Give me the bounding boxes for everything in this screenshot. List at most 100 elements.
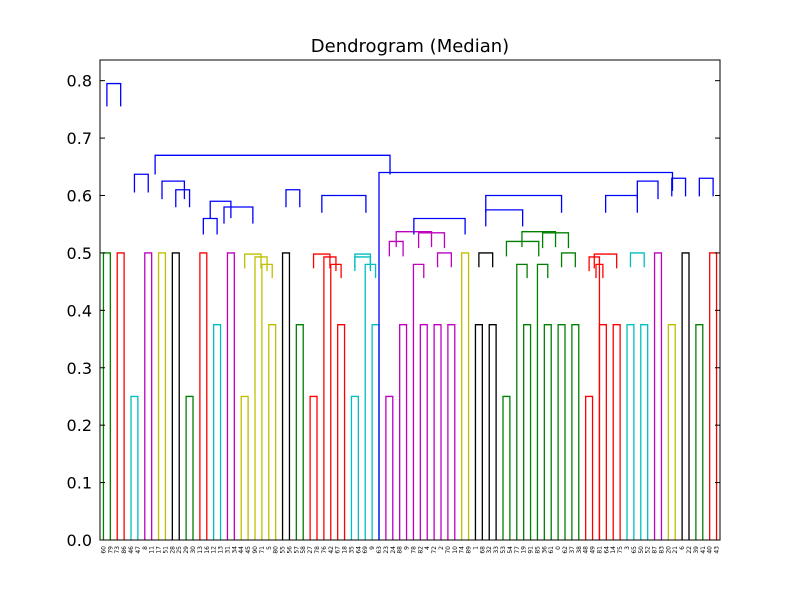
- dendrogram-link: [323, 256, 337, 540]
- leaf-label: 40: [707, 546, 714, 554]
- leaf-label: 14: [610, 546, 617, 554]
- leaf-label: 29: [183, 546, 190, 554]
- dendrogram-link: [154, 154, 391, 175]
- leaf-label: 10: [452, 546, 459, 554]
- dendrogram-link: [295, 324, 304, 540]
- dendrogram-link: [102, 252, 111, 540]
- dendrogram-link: [321, 194, 367, 213]
- leaf-label: 31: [224, 546, 231, 554]
- dendrogram-link: [254, 256, 268, 540]
- dendrogram-link: [364, 263, 377, 540]
- leaf-label: 12: [211, 546, 218, 554]
- dendrogram-link: [223, 206, 254, 224]
- leaf-label: 78: [314, 546, 321, 554]
- dendrogram-link: [281, 252, 291, 540]
- y-tick-label: 0.7: [67, 129, 92, 148]
- dendrogram-link: [488, 324, 497, 540]
- dendrogram-link: [354, 253, 372, 269]
- leaf-label: 17: [156, 546, 163, 554]
- leaf-label: 13: [218, 546, 225, 554]
- leaf-label: 67: [335, 546, 342, 554]
- y-tick-label: 0.8: [67, 72, 92, 91]
- leaf-label: 23: [383, 546, 390, 554]
- leaf-label: 79: [107, 546, 114, 554]
- dendrogram-link: [698, 177, 714, 197]
- leaf-label: 72: [431, 546, 438, 554]
- leaf-label: 86: [121, 546, 128, 554]
- chart-title: Dendrogram (Median): [311, 36, 509, 57]
- leaf-label: 4: [424, 546, 431, 550]
- dendrogram-link: [612, 324, 621, 540]
- leaf-label: 39: [693, 546, 700, 554]
- dendrogram-link: [399, 324, 408, 540]
- leaf-label: 18: [342, 546, 349, 554]
- dendrogram-link: [502, 395, 511, 540]
- dendrogram-link: [629, 252, 645, 268]
- dendrogram-link: [636, 180, 659, 200]
- y-tick-label: 0.2: [67, 416, 92, 435]
- leaf-label: 88: [397, 546, 404, 554]
- leaf-label: 56: [286, 546, 293, 554]
- leaf-label: 57: [293, 546, 300, 554]
- leaf-label: 64: [355, 546, 362, 554]
- dendrogram-link: [350, 395, 359, 540]
- plot-frame: [99, 59, 721, 541]
- dendrogram-link: [557, 324, 566, 540]
- dendrogram-link: [593, 253, 618, 269]
- dendrogram-link: [175, 189, 191, 208]
- leaf-label: 70: [445, 546, 452, 554]
- dendrogram-links: [102, 82, 718, 540]
- y-tick-label: 0.5: [67, 244, 92, 263]
- leaf-label: 89: [466, 546, 473, 554]
- dendrogram-link: [412, 263, 425, 540]
- dendrogram-link: [185, 395, 194, 540]
- leaf-label: 81: [596, 546, 603, 554]
- dendrogram-link: [571, 324, 580, 540]
- dendrogram-link: [626, 324, 635, 540]
- dendrogram-link: [598, 324, 607, 540]
- dendrogram-link: [585, 395, 594, 540]
- dendrogram-link: [447, 324, 456, 540]
- dendrogram-link: [709, 252, 718, 540]
- leaf-label: 45: [245, 546, 252, 554]
- leaf-label: 25: [176, 546, 183, 554]
- leaf-label: 35: [348, 546, 355, 554]
- leaf-label: 24: [390, 546, 397, 554]
- dendrogram-link: [268, 324, 277, 540]
- dendrogram-link: [213, 324, 222, 540]
- leaf-label: 63: [376, 546, 383, 554]
- dendrogram-link: [413, 217, 466, 235]
- dendrogram-link: [521, 231, 557, 248]
- dendrogram-link: [171, 252, 180, 540]
- leaf-label: 58: [300, 546, 307, 554]
- dendrogram-link: [485, 209, 524, 227]
- leaf-label: 80: [273, 546, 280, 554]
- leaf-label: 85: [534, 546, 541, 554]
- dendrogram-link: [604, 194, 638, 213]
- dendrogram-link: [671, 177, 687, 197]
- leaf-label: 78: [410, 546, 417, 554]
- leaf-label: 1: [472, 546, 479, 550]
- leaf-label: 75: [617, 546, 624, 554]
- dendrogram-link: [133, 173, 149, 193]
- leaf-label: 33: [493, 546, 500, 554]
- dendrogram-link: [640, 324, 649, 540]
- y-tick-label: 0.0: [67, 531, 92, 550]
- leaf-label: 87: [652, 546, 659, 554]
- dendrogram-link: [419, 324, 428, 540]
- dendrogram-link: [523, 324, 532, 540]
- leaf-label: 13: [197, 546, 204, 554]
- dendrogram-link: [199, 252, 208, 540]
- dendrogram-link: [337, 324, 346, 540]
- dendrogram-link: [543, 324, 552, 540]
- leaf-label: 20: [665, 546, 672, 554]
- dendrogram-link: [209, 200, 232, 219]
- leaf-label: 83: [658, 546, 665, 554]
- leaf-label: 71: [259, 546, 266, 554]
- leaf-label: 60: [100, 546, 107, 554]
- dendrogram-link: [385, 395, 394, 540]
- leaf-label: 5: [266, 546, 273, 550]
- dendrogram-link: [478, 252, 494, 268]
- leaf-label: 19: [521, 546, 528, 554]
